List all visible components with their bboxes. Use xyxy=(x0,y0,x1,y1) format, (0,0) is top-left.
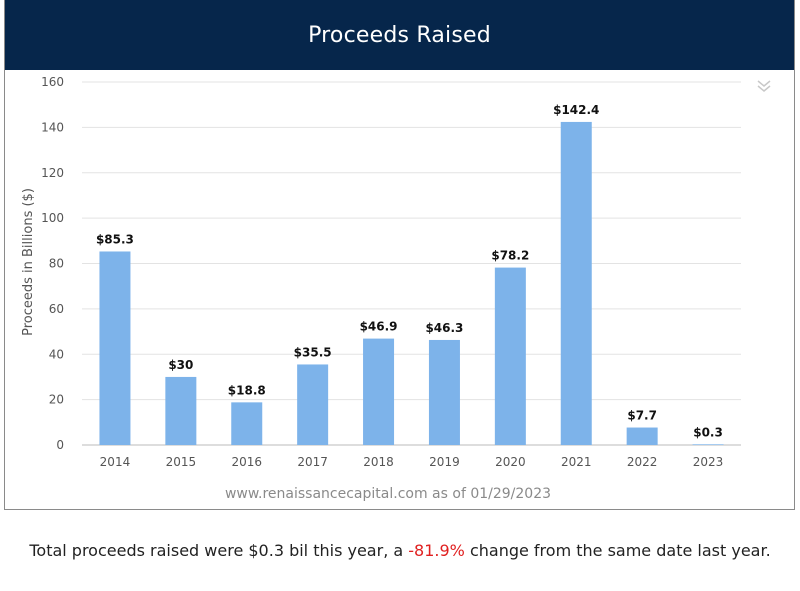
x-tick-label: 2021 xyxy=(561,455,592,469)
data-label-2019: $46.3 xyxy=(425,321,463,335)
data-label-2014: $85.3 xyxy=(96,232,134,246)
y-tick-label: 140 xyxy=(41,120,64,134)
summary-prefix: Total proceeds raised were $0.3 bil this… xyxy=(29,541,409,560)
bar-2016 xyxy=(231,402,263,445)
double-chevron-down-icon[interactable] xyxy=(757,80,771,92)
x-axis-ticks: 2014 2015 2016 2017 2018 2019 2020 2021 2022 2023 xyxy=(100,455,724,469)
chart-title: Proceeds Raised xyxy=(308,22,491,48)
y-tick-label: 60 xyxy=(49,302,64,316)
y-tick-label: 0 xyxy=(56,438,64,452)
data-label-2018: $46.9 xyxy=(360,320,398,334)
x-tick-label: 2015 xyxy=(166,455,197,469)
x-tick-label: 2020 xyxy=(495,455,526,469)
y-tick-label: 120 xyxy=(41,166,64,180)
data-label-2016: $18.8 xyxy=(228,383,266,397)
bar-2015 xyxy=(165,376,197,445)
data-label-2015: $30 xyxy=(168,358,193,372)
bar-2023 xyxy=(692,444,724,445)
bar-2021 xyxy=(560,121,592,446)
x-tick-label: 2019 xyxy=(429,455,460,469)
data-label-2020: $78.2 xyxy=(491,249,529,263)
chart-panel: Proceeds Raised xyxy=(4,0,795,510)
bar-2022 xyxy=(626,427,658,445)
x-tick-label: 2023 xyxy=(693,455,724,469)
source-credit: www.renaissancecapital.com as of 01/29/2… xyxy=(225,486,551,502)
bar-2014 xyxy=(99,251,131,445)
data-label-2021: $142.4 xyxy=(553,103,599,117)
y-tick-label: 80 xyxy=(49,257,64,271)
y-tick-label: 40 xyxy=(49,347,64,361)
bar-2019 xyxy=(428,339,460,445)
bar-2017 xyxy=(297,364,329,445)
data-label-2023: $0.3 xyxy=(693,425,723,439)
data-label-2022: $7.7 xyxy=(627,409,657,423)
proceeds-bar-chart: 0 20 40 60 80 100 120 140 160 $85.3 $30 $18.8 $35.5… xyxy=(21,75,771,502)
y-axis-ticks: 0 20 40 60 80 100 120 140 160 xyxy=(41,75,64,452)
x-tick-label: 2017 xyxy=(297,455,328,469)
data-labels: $85.3 $30 $18.8 $35.5 $46.9 $46.3 $78.2 $142.4 $… xyxy=(96,103,723,439)
summary-text: Total proceeds raised were $0.3 bil this… xyxy=(0,541,800,560)
chart-header: Proceeds Raised xyxy=(5,0,794,70)
x-tick-label: 2022 xyxy=(627,455,658,469)
bar-2020 xyxy=(494,267,526,445)
x-tick-label: 2018 xyxy=(363,455,394,469)
y-tick-label: 100 xyxy=(41,211,64,225)
summary-suffix: change from the same date last year. xyxy=(464,541,771,560)
x-tick-label: 2014 xyxy=(100,455,131,469)
bars xyxy=(99,121,724,446)
y-tick-label: 20 xyxy=(49,393,64,407)
x-tick-label: 2016 xyxy=(231,455,262,469)
y-axis-label: Proceeds in Billions ($) xyxy=(21,188,36,336)
data-label-2017: $35.5 xyxy=(294,345,332,359)
y-tick-label: 160 xyxy=(41,75,64,89)
change-percent: -81.9% xyxy=(408,541,465,560)
bar-2018 xyxy=(363,338,395,445)
